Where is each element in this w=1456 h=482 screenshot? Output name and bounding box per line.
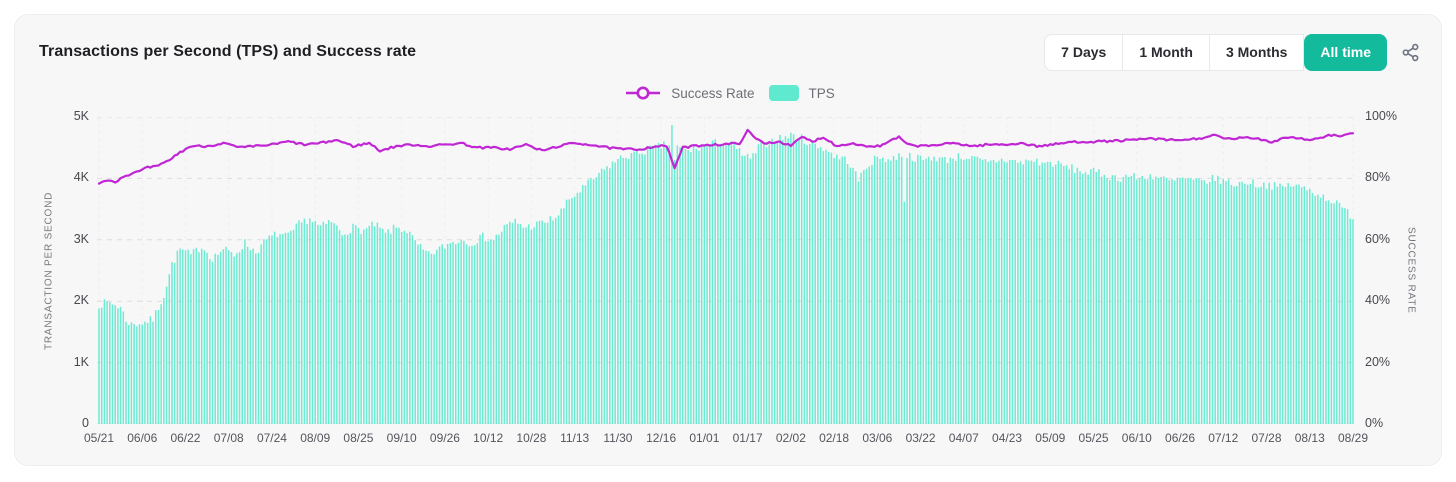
bar-swatch-icon	[768, 85, 799, 101]
success-rate-line	[97, 128, 1355, 185]
y-axis-tick-label: 0	[82, 416, 89, 430]
x-axis-tick-label: 04/07	[948, 431, 979, 445]
x-axis-labels: 05/21 06/06 06/22 07/08 07/24 08/09 08/25 09/10…	[84, 424, 1368, 450]
range-button-3-months[interactable]: 3 Months	[1209, 33, 1305, 71]
legend-label: TPS	[808, 85, 835, 101]
x-axis-tick-label: 08/25	[343, 431, 374, 445]
x-axis-tick-label: 02/18	[819, 431, 850, 445]
x-axis-tick-label: 07/28	[1251, 431, 1282, 445]
x-axis-tick-label: 07/24	[256, 431, 287, 445]
x-axis-tick-label: 11/13	[560, 431, 590, 445]
y-axis-tick-label: 4K	[73, 170, 89, 185]
y-axis-tick-label: 3K	[73, 231, 89, 246]
chart-legend: Success Rate TPS	[39, 83, 1421, 103]
x-axis-tick-label: 05/21	[83, 431, 115, 445]
range-button-group: 7 Days 1 Month 3 Months All time	[1044, 33, 1387, 71]
range-button-7-days[interactable]: 7 Days	[1044, 33, 1124, 71]
line-marker-icon	[626, 86, 661, 100]
right-axis-title: SUCCESS RATE	[1405, 227, 1417, 314]
y-axis-tick-label: 5K	[73, 109, 89, 123]
left-axis-title: TRANSACTION PER SECOND	[43, 191, 55, 350]
range-button-all-time[interactable]: All time	[1304, 33, 1387, 71]
y-axis-tick-label: 80%	[1365, 170, 1391, 185]
x-axis-tick-label: 06/26	[1165, 431, 1196, 445]
chart-region: TRANSACTION PER SECOND 0 1K 2K 3K 4K 5K 05/21…	[39, 109, 1421, 450]
x-axis-tick-label: 11/30	[603, 431, 633, 445]
x-axis-tick-label: 03/06	[862, 431, 893, 445]
y-axis-tick-label: 1K	[73, 354, 89, 369]
x-axis-tick-label: 06/10	[1121, 431, 1152, 445]
legend-item-tps[interactable]: TPS	[768, 85, 835, 101]
x-axis-tick-label: 08/29	[1337, 431, 1369, 445]
x-axis-tick-label: 06/06	[127, 431, 158, 445]
legend-item-success-rate[interactable]: Success Rate	[625, 85, 755, 101]
range-button-1-month[interactable]: 1 Month	[1123, 33, 1210, 71]
x-axis-tick-label: 07/08	[213, 431, 244, 445]
range-controls: 7 Days 1 Month 3 Months All time	[1044, 33, 1421, 71]
x-axis-tick-label: 07/12	[1208, 431, 1239, 445]
chart-header: Transactions per Second (TPS) and Succes…	[39, 33, 1421, 71]
y-axis-tick-label: 20%	[1365, 354, 1391, 369]
x-axis-tick-label: 02/02	[775, 431, 806, 445]
x-axis-tick-label: 08/13	[1294, 431, 1325, 445]
x-axis-tick-label: 01/01	[689, 431, 720, 445]
legend-label: Success Rate	[671, 85, 755, 101]
x-axis-tick-label: 09/10	[386, 431, 417, 445]
share-button[interactable]	[1399, 41, 1421, 63]
y-axis-tick-label: 60%	[1365, 231, 1391, 246]
x-axis-tick-label: 12/16	[646, 431, 677, 445]
x-axis-tick-label: 08/09	[300, 431, 331, 445]
y-axis-tick-label: 2K	[73, 293, 89, 308]
chart-card: Transactions per Second (TPS) and Succes…	[14, 14, 1442, 466]
tps-bars	[98, 125, 1354, 424]
chart-title: Transactions per Second (TPS) and Succes…	[39, 43, 417, 60]
x-axis-tick-label: 04/23	[992, 431, 1023, 445]
plot-column: 05/21 06/06 06/22 07/08 07/24 08/09 08/25 09/10…	[84, 117, 1368, 450]
x-axis-tick-label: 01/17	[732, 431, 763, 445]
y-axis-tick-label: 100%	[1365, 109, 1397, 123]
x-axis-tick-label: 10/12	[473, 431, 504, 445]
x-axis-tick-label: 06/22	[170, 431, 201, 445]
x-axis-tick-label: 05/25	[1078, 431, 1109, 445]
share-icon	[1402, 43, 1418, 61]
left-axis-ticks: 0 1K 2K 3K 4K 5K	[59, 109, 97, 430]
x-axis-tick-label: 05/09	[1035, 431, 1066, 445]
y-axis-tick-label: 0%	[1365, 416, 1384, 430]
right-axis-ticks: 0% 20% 40% 60% 80% 100%	[1355, 109, 1401, 430]
x-axis-tick-label: 09/26	[429, 431, 460, 445]
x-axis-tick-label: 10/28	[516, 431, 547, 445]
x-axis-tick-label: 03/22	[905, 431, 936, 445]
plot-area[interactable]	[97, 117, 1355, 424]
y-axis-tick-label: 40%	[1365, 293, 1391, 308]
